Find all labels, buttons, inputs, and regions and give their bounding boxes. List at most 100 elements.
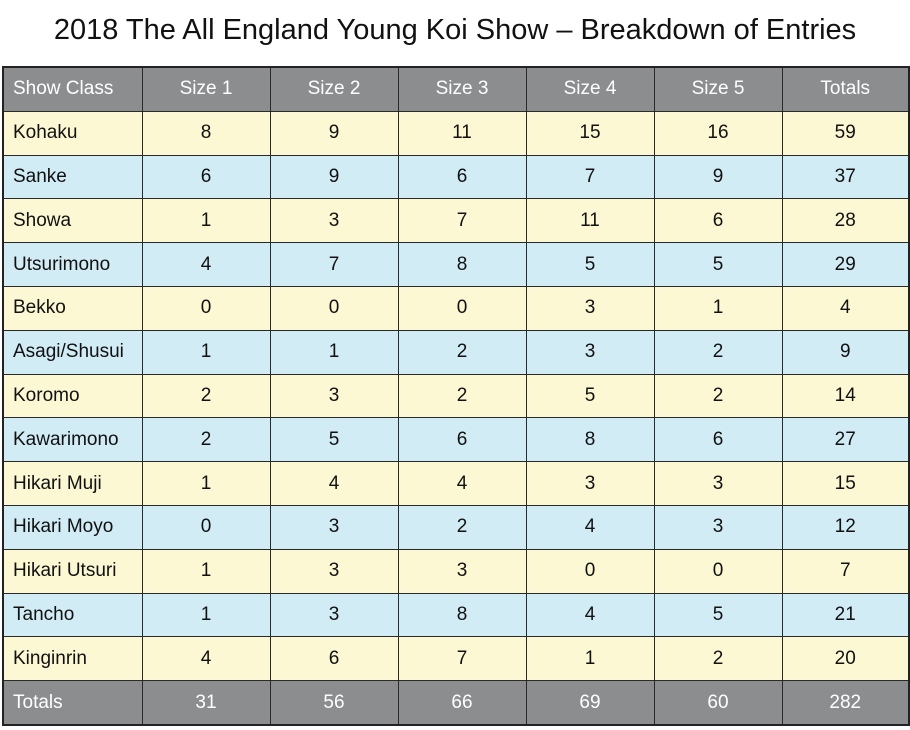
cell-size-5: 5 [653,592,783,638]
table-row: Kohaku 8 9 11 15 16 59 [2,110,910,156]
cell-size-3: 11 [397,110,527,156]
cell-size-5: 9 [653,154,783,200]
cell-total: 21 [781,592,910,638]
cell-size-2: 3 [269,548,399,594]
table-row: Asagi/Shusui 1 1 2 3 2 9 [2,329,910,375]
cell-total: 14 [781,373,910,419]
totals-row: Totals 31 56 66 69 60 282 [2,680,910,726]
table-row: Utsurimono 4 7 8 5 5 29 [2,242,910,287]
cell-size-4: 5 [525,373,655,419]
cell-size-5: 2 [653,373,783,419]
cell-size-4: 7 [525,154,655,200]
cell-size-1: 0 [141,285,271,331]
table-row: Hikari Muji 1 4 4 3 3 15 [2,461,910,506]
table-row: Sanke 6 9 6 7 9 37 [2,154,910,200]
cell-size-5: 6 [653,417,783,463]
header-size-5: Size 5 [653,66,783,112]
cell-size-2: 3 [269,504,399,550]
page-title: 2018 The All England Young Koi Show – Br… [53,14,857,46]
header-size-2: Size 2 [269,66,399,112]
cell-show-class: Sanke [2,154,143,200]
cell-show-class: Kinginrin [2,636,143,682]
cell-size-3: 8 [397,242,527,287]
cell-total: 37 [781,154,910,200]
cell-size-3: 7 [397,198,527,244]
header-size-3: Size 3 [397,66,527,112]
cell-total: 7 [781,548,910,594]
totals-size-1: 31 [141,680,271,726]
cell-size-4: 3 [525,461,655,506]
cell-size-2: 0 [269,285,399,331]
totals-size-4: 69 [525,680,655,726]
cell-total: 27 [781,417,910,463]
cell-size-3: 4 [397,461,527,506]
cell-size-2: 3 [269,592,399,638]
cell-show-class: Kohaku [2,110,143,156]
cell-size-1: 8 [141,110,271,156]
cell-show-class: Showa [2,198,143,244]
cell-size-5: 16 [653,110,783,156]
cell-total: 12 [781,504,910,550]
table-row: Bekko 0 0 0 3 1 4 [2,285,910,331]
cell-size-2: 3 [269,198,399,244]
cell-show-class: Tancho [2,592,143,638]
cell-size-2: 6 [269,636,399,682]
table-row: Kinginrin 4 6 7 1 2 20 [2,636,910,682]
cell-size-2: 7 [269,242,399,287]
header-show-class: Show Class [2,66,143,112]
cell-size-2: 5 [269,417,399,463]
cell-size-5: 3 [653,461,783,506]
cell-show-class: Kawarimono [2,417,143,463]
entries-table: Show Class Size 1 Size 2 Size 3 Size 4 S… [2,66,910,726]
cell-size-1: 1 [141,461,271,506]
cell-size-1: 4 [141,242,271,287]
table-row: Hikari Utsuri 1 3 3 0 0 7 [2,548,910,594]
cell-total: 28 [781,198,910,244]
table-row: Hikari Moyo 0 3 2 4 3 12 [2,504,910,550]
cell-size-1: 0 [141,504,271,550]
table-row: Koromo 2 3 2 5 2 14 [2,373,910,419]
cell-size-3: 0 [397,285,527,331]
cell-size-1: 1 [141,198,271,244]
cell-size-2: 3 [269,373,399,419]
cell-size-2: 9 [269,110,399,156]
header-size-1: Size 1 [141,66,271,112]
cell-size-3: 3 [397,548,527,594]
cell-size-3: 2 [397,504,527,550]
cell-total: 9 [781,329,910,375]
cell-show-class: Hikari Utsuri [2,548,143,594]
cell-show-class: Hikari Muji [2,461,143,506]
cell-size-1: 6 [141,154,271,200]
cell-size-1: 1 [141,329,271,375]
cell-total: 4 [781,285,910,331]
cell-size-5: 3 [653,504,783,550]
cell-show-class: Koromo [2,373,143,419]
cell-size-5: 2 [653,329,783,375]
cell-size-4: 5 [525,242,655,287]
cell-size-3: 2 [397,329,527,375]
cell-show-class: Asagi/Shusui [2,329,143,375]
header-totals: Totals [781,66,910,112]
cell-size-1: 2 [141,373,271,419]
cell-size-5: 2 [653,636,783,682]
cell-size-3: 2 [397,373,527,419]
cell-size-5: 6 [653,198,783,244]
cell-total: 59 [781,110,910,156]
table-row: Showa 1 3 7 11 6 28 [2,198,910,244]
header-size-4: Size 4 [525,66,655,112]
cell-size-4: 11 [525,198,655,244]
cell-size-5: 1 [653,285,783,331]
cell-show-class: Utsurimono [2,242,143,287]
cell-size-5: 0 [653,548,783,594]
cell-total: 15 [781,461,910,506]
cell-size-2: 4 [269,461,399,506]
cell-total: 29 [781,242,910,287]
cell-size-3: 8 [397,592,527,638]
cell-size-3: 6 [397,417,527,463]
cell-size-4: 8 [525,417,655,463]
cell-size-4: 1 [525,636,655,682]
cell-size-4: 15 [525,110,655,156]
cell-size-4: 3 [525,329,655,375]
cell-size-3: 6 [397,154,527,200]
